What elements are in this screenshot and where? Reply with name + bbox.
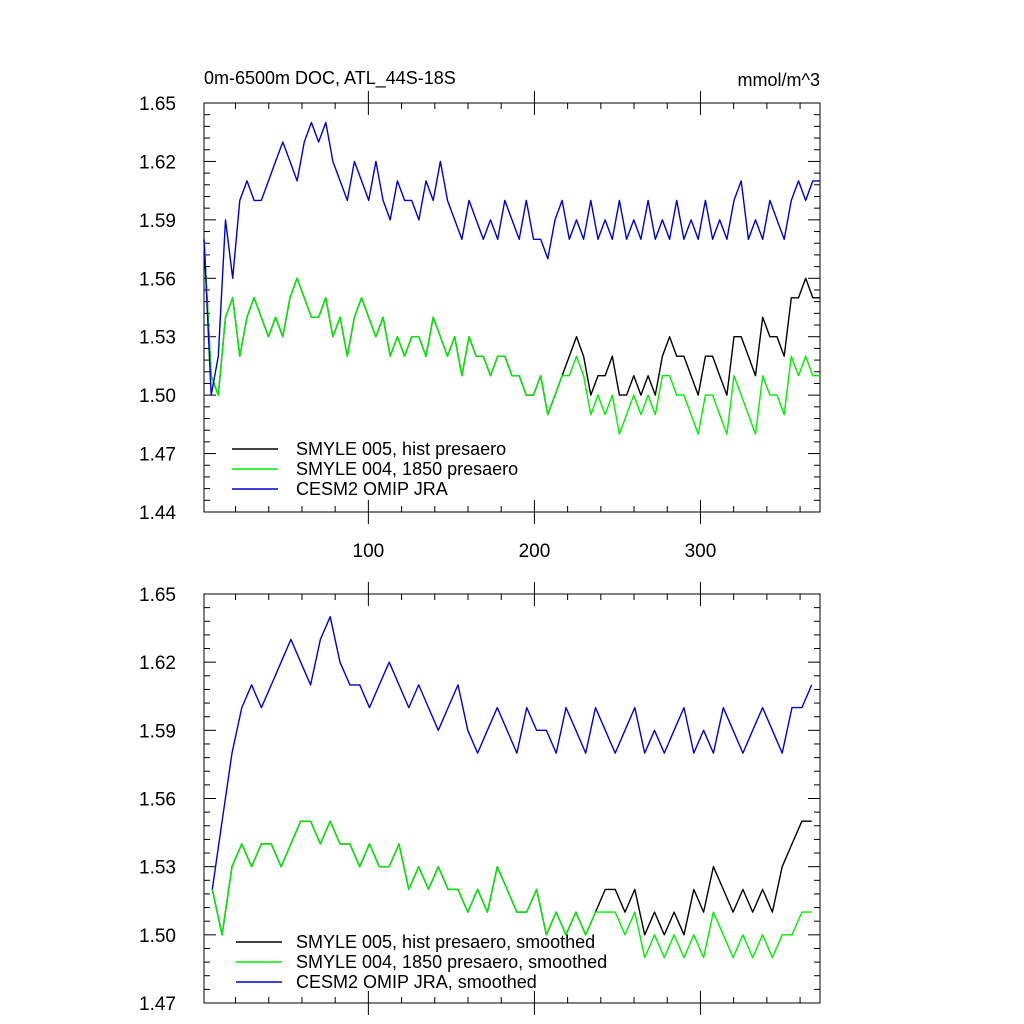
x-tick-label: 300 bbox=[685, 541, 717, 562]
y-tick-label: 1.50 bbox=[139, 386, 176, 407]
x-tick-label: 200 bbox=[519, 541, 551, 562]
y-tick-label: 1.62 bbox=[139, 653, 176, 674]
series-line-p1850 bbox=[211, 820, 812, 959]
y-tick-label: 1.59 bbox=[139, 211, 176, 232]
legend-label-omip: CESM2 OMIP JRA bbox=[296, 479, 448, 499]
legend-label-p1850: SMYLE 004, 1850 presaero bbox=[296, 459, 518, 479]
top-chart-units: mmol/m^3 bbox=[738, 70, 820, 90]
legend-label-omip: CESM2 OMIP JRA, smoothed bbox=[296, 972, 537, 992]
legend-label-p1850: SMYLE 004, 1850 presaero, smoothed bbox=[296, 952, 607, 972]
legend-label-hist: SMYLE 005, hist presaero, smoothed bbox=[296, 932, 595, 952]
legend-label-hist: SMYLE 005, hist presaero bbox=[296, 439, 506, 459]
series-line-omip bbox=[211, 616, 813, 890]
top-chart-title: 0m-6500m DOC, ATL_44S-18S bbox=[204, 68, 456, 89]
x-tick-label: 100 bbox=[353, 541, 385, 562]
bottom-chart-panel: 1.47 1.50 1.53 1.56 1.59 1.62 1.65 SMYLE 005, h… bbox=[139, 582, 821, 1015]
y-tick-label: 1.53 bbox=[139, 858, 176, 879]
y-tick-label: 1.56 bbox=[139, 790, 176, 811]
plot-frame bbox=[203, 102, 821, 513]
y-tick-label: 1.50 bbox=[139, 926, 176, 947]
series-line-hist bbox=[203, 239, 820, 416]
y-tick-label: 1.65 bbox=[139, 585, 176, 606]
y-tick-label: 1.53 bbox=[139, 328, 176, 349]
y-tick-label: 1.44 bbox=[139, 503, 176, 524]
y-tick-label: 1.47 bbox=[139, 994, 176, 1015]
top-chart-panel: 1.44 1.47 1.50 1.53 1.56 1.59 1.62 1.65 100 200 30… bbox=[139, 91, 821, 562]
y-tick-label: 1.59 bbox=[139, 721, 176, 742]
series-line-omip bbox=[203, 121, 820, 396]
series-line-p1850 bbox=[203, 239, 820, 435]
y-tick-label: 1.56 bbox=[139, 269, 176, 290]
y-tick-label: 1.65 bbox=[139, 94, 176, 115]
y-tick-label: 1.47 bbox=[139, 445, 176, 466]
series-line-hist bbox=[211, 820, 812, 936]
y-tick-label: 1.62 bbox=[139, 152, 176, 173]
